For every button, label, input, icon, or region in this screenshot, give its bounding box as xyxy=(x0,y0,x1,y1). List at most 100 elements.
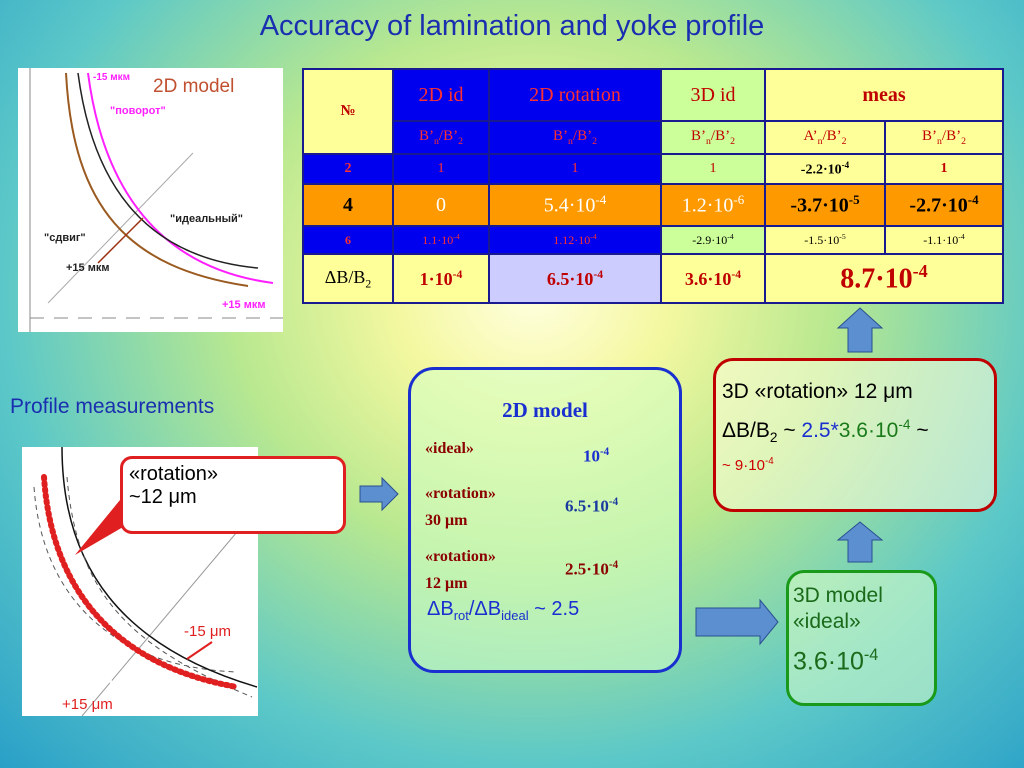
text-part: ~12 μm xyxy=(129,486,197,508)
item-label: «rotation» 30 μm xyxy=(425,480,496,534)
text-part: 1 xyxy=(571,161,579,176)
box-line: «ideal» xyxy=(793,609,930,635)
label-line: «rotation» xyxy=(425,480,496,507)
box-line: 3.6·10-4 xyxy=(793,635,930,681)
cell: 2D rotation xyxy=(488,68,662,122)
curve xyxy=(87,72,274,284)
text-part: 2D id xyxy=(418,83,464,106)
subscript: 2 xyxy=(458,136,463,147)
cell: meas xyxy=(764,68,1004,122)
supscript: -4 xyxy=(452,267,463,281)
text-part: /B’ xyxy=(941,128,962,144)
arrow xyxy=(186,641,213,660)
cell: 1 xyxy=(660,153,766,185)
cell: -3.7·10-5 xyxy=(764,183,886,227)
cell: 2 xyxy=(302,153,394,185)
subscript: n xyxy=(434,136,439,147)
diagonal xyxy=(47,152,194,304)
text-part: -1.1·10 xyxy=(923,233,959,247)
box-line: 3D model xyxy=(793,583,930,609)
arrow xyxy=(836,307,884,353)
label: "поворот" xyxy=(110,105,166,117)
text-part: ΔB/B xyxy=(324,266,366,287)
text-part: /ΔB xyxy=(468,598,502,620)
subscript: n xyxy=(817,136,823,147)
cell: 0 xyxy=(392,183,490,227)
model-3d-rotation-box: 3D «rotation» 12 μm ΔB/B2 ~ 2.5*3.6·10-4… xyxy=(713,358,997,512)
subscript: 2 xyxy=(592,136,597,147)
supscript: -4 xyxy=(595,192,607,208)
cell: 6.5·10-4 xyxy=(488,253,662,304)
supscript: -4 xyxy=(958,232,965,241)
text-part: 10 xyxy=(583,446,600,466)
supscript: -4 xyxy=(453,232,460,241)
item-label: «rotation» 12 μm xyxy=(425,543,496,597)
text-part: 1.12·10 xyxy=(553,233,591,247)
curve xyxy=(65,72,249,287)
profile-plot: -15 μm +15 μm xyxy=(33,446,259,717)
text-part: 1 xyxy=(940,161,948,176)
label: 2D model xyxy=(153,76,234,97)
arrow xyxy=(97,217,144,264)
item-label: «ideal» xyxy=(425,440,474,458)
text-part: 8.7·10 xyxy=(840,263,913,295)
text-part: «rotation» xyxy=(425,548,496,565)
text-part: 2D rotation xyxy=(529,83,621,106)
supscript: -4 xyxy=(590,232,597,241)
supscript: -4 xyxy=(593,267,604,281)
text-part: «ideal» xyxy=(793,610,861,633)
supscript: -4 xyxy=(727,232,734,241)
item-value: 6.5·10-4 xyxy=(565,496,618,517)
cell: B’n/B’2 xyxy=(884,120,1004,155)
text-part: -2.2·10 xyxy=(800,162,842,178)
label-line: «rotation» xyxy=(425,543,496,570)
cell: № xyxy=(302,68,394,155)
cell: 4 xyxy=(302,183,394,227)
box-line: ΔB/B2 ~ 2.5*3.6·10-4 ~ xyxy=(722,407,988,456)
cell: 6 xyxy=(302,225,394,255)
cell: -1.1·10-4 xyxy=(884,225,1004,255)
curve xyxy=(33,486,238,673)
text-part: /B’ xyxy=(438,128,459,144)
text-part: 6 xyxy=(345,232,351,247)
label: +15 μm xyxy=(62,696,113,713)
text-part: ~ xyxy=(777,419,802,442)
text-part: 2.5* xyxy=(801,419,839,442)
cell: ΔB/B2 xyxy=(302,253,394,304)
text-part: 12 μm xyxy=(425,575,468,592)
label: -15 μm xyxy=(184,623,231,640)
cell: 2D id xyxy=(392,68,490,122)
text-part: -3.7·10 xyxy=(790,194,849,217)
subscript: ideal xyxy=(501,608,529,623)
text-part: B’ xyxy=(691,128,707,144)
subscript: n xyxy=(568,136,573,147)
text-part: ΔB/B xyxy=(722,419,770,442)
text-part: 1 xyxy=(437,161,445,176)
cell: 3D id xyxy=(660,68,766,122)
text-part: 6.5·10 xyxy=(565,496,609,516)
text-part: 3.6·10 xyxy=(684,268,732,289)
supscript: -4 xyxy=(764,456,774,468)
text-part: 2.5·10 xyxy=(565,559,609,579)
label-line: 30 μm xyxy=(425,507,496,534)
arrow xyxy=(836,521,884,563)
cell: B’n/B’2 xyxy=(392,120,490,155)
arrow xyxy=(359,476,399,512)
label: -15 мкм xyxy=(93,72,130,83)
text-part: 4 xyxy=(343,193,353,216)
label: "сдвиг" xyxy=(44,232,86,244)
supscript: -4 xyxy=(841,159,850,170)
cell: 3.6·10-4 xyxy=(660,253,766,304)
text-part: 3D «rotation» 12 μm xyxy=(722,380,913,403)
curve xyxy=(77,72,259,269)
supscript: -4 xyxy=(863,646,879,664)
cell: B’n/B’2 xyxy=(488,120,662,155)
supscript: -4 xyxy=(967,192,979,208)
text-part: 30 μm xyxy=(425,512,468,529)
supscript: -6 xyxy=(733,192,745,208)
callout-line: ~12 μm xyxy=(129,486,337,509)
curve xyxy=(61,446,258,688)
label-line: 12 μm xyxy=(425,570,496,597)
text-part: 0 xyxy=(436,193,446,216)
